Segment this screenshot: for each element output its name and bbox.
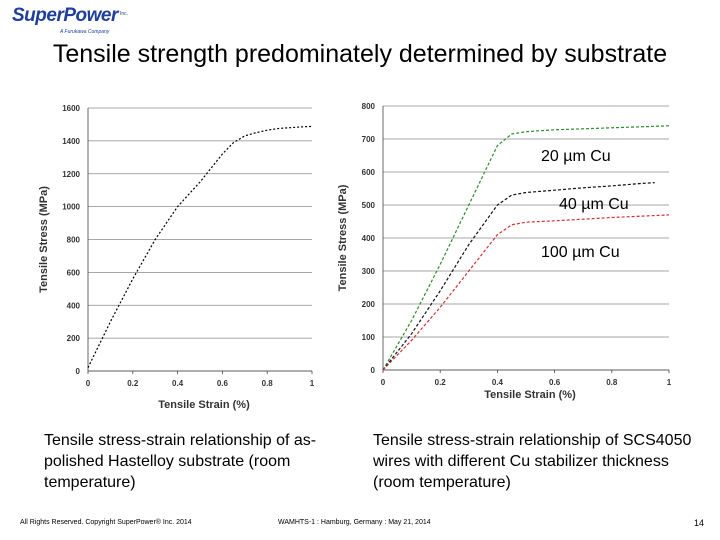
- right-ytick-label: 700: [362, 135, 376, 144]
- right-ytick-label: 600: [362, 168, 376, 177]
- left-xtick-label: 0.8: [262, 379, 274, 388]
- left-ytick-label: 1400: [62, 137, 80, 146]
- right-chart: 0 100 200 300 400 500 600 700 800 0 0.2 0.4 0.6 0.8 1 T…: [337, 102, 672, 401]
- slide-title: Tensile strength predominately determine…: [52, 40, 668, 68]
- right-xtick-label: 0.8: [606, 378, 618, 387]
- right-series-line-0: [382, 125, 670, 371]
- right-ytick-label: 400: [362, 234, 376, 243]
- logo-inc: Inc.: [120, 11, 129, 17]
- left-ytick-label: 400: [67, 301, 81, 310]
- right-ytick-label: 200: [362, 300, 376, 309]
- right-xtick-label: 0.6: [549, 378, 561, 387]
- superpower-logo: SuperPower Inc. A Furukawa Company: [12, 5, 132, 37]
- right-ytick-label: 300: [362, 267, 376, 276]
- right-series-line-1: [382, 182, 655, 371]
- left-xtick-label: 0.4: [172, 379, 184, 388]
- left-ytick-label: 200: [67, 334, 81, 343]
- logo-subtitle: A Furukawa Company: [60, 29, 110, 35]
- right-series-line-2: [382, 214, 670, 371]
- footer-event: WAMHTS-1 : Hamburg, Germany : May 21, 20…: [278, 519, 431, 526]
- right-x-axis-label: Tensile Strain (%): [484, 389, 576, 401]
- left-ytick-label: 800: [67, 236, 81, 245]
- right-xtick-label: 0.4: [492, 378, 504, 387]
- caption-left: Tensile stress-strain relationship of as…: [44, 432, 317, 491]
- right-xtick-label: 1: [667, 378, 672, 387]
- label-40um: 40 µm Cu: [559, 196, 629, 213]
- footer-copyright: All Rights Reserved. Copyright SuperPowe…: [20, 519, 192, 526]
- right-xtick-label: 0.2: [435, 378, 447, 387]
- left-xtick-label: 0.2: [127, 379, 139, 388]
- caption-right: Tensile stress-strain relationship of SC…: [373, 432, 692, 491]
- left-xtick-label: 0: [86, 379, 91, 388]
- right-ytick-label: 500: [362, 201, 376, 210]
- left-chart: 0 200 400 600 800 1000 1200 1400 1600 0 0.2 0.4 0.6 0…: [38, 104, 315, 411]
- label-20um: 20 µm Cu: [541, 148, 611, 165]
- page-number: 14: [694, 518, 705, 528]
- right-xtick-label: 0: [381, 378, 386, 387]
- left-ytick-label: 1000: [62, 203, 80, 212]
- right-ytick-label: 100: [362, 333, 376, 342]
- logo-wordmark: SuperPower: [12, 5, 118, 26]
- left-ytick-label: 1600: [62, 104, 80, 113]
- left-ytick-label: 1200: [62, 170, 80, 179]
- label-100um: 100 µm Cu: [541, 244, 620, 261]
- right-ytick-label: 800: [362, 102, 376, 111]
- left-xtick-label: 0.6: [217, 379, 229, 388]
- left-xtick-label: 1: [310, 379, 315, 388]
- right-y-axis-label: Tensile Stress (MPa): [337, 184, 349, 291]
- left-y-axis-label: Tensile Stress (MPa): [38, 186, 50, 293]
- left-series-line-0: [87, 125, 313, 368]
- left-x-axis-label: Tensile Strain (%): [158, 399, 250, 411]
- left-ytick-label: 600: [67, 268, 81, 277]
- left-ytick-label: 0: [76, 367, 81, 376]
- right-ytick-label: 0: [371, 366, 376, 375]
